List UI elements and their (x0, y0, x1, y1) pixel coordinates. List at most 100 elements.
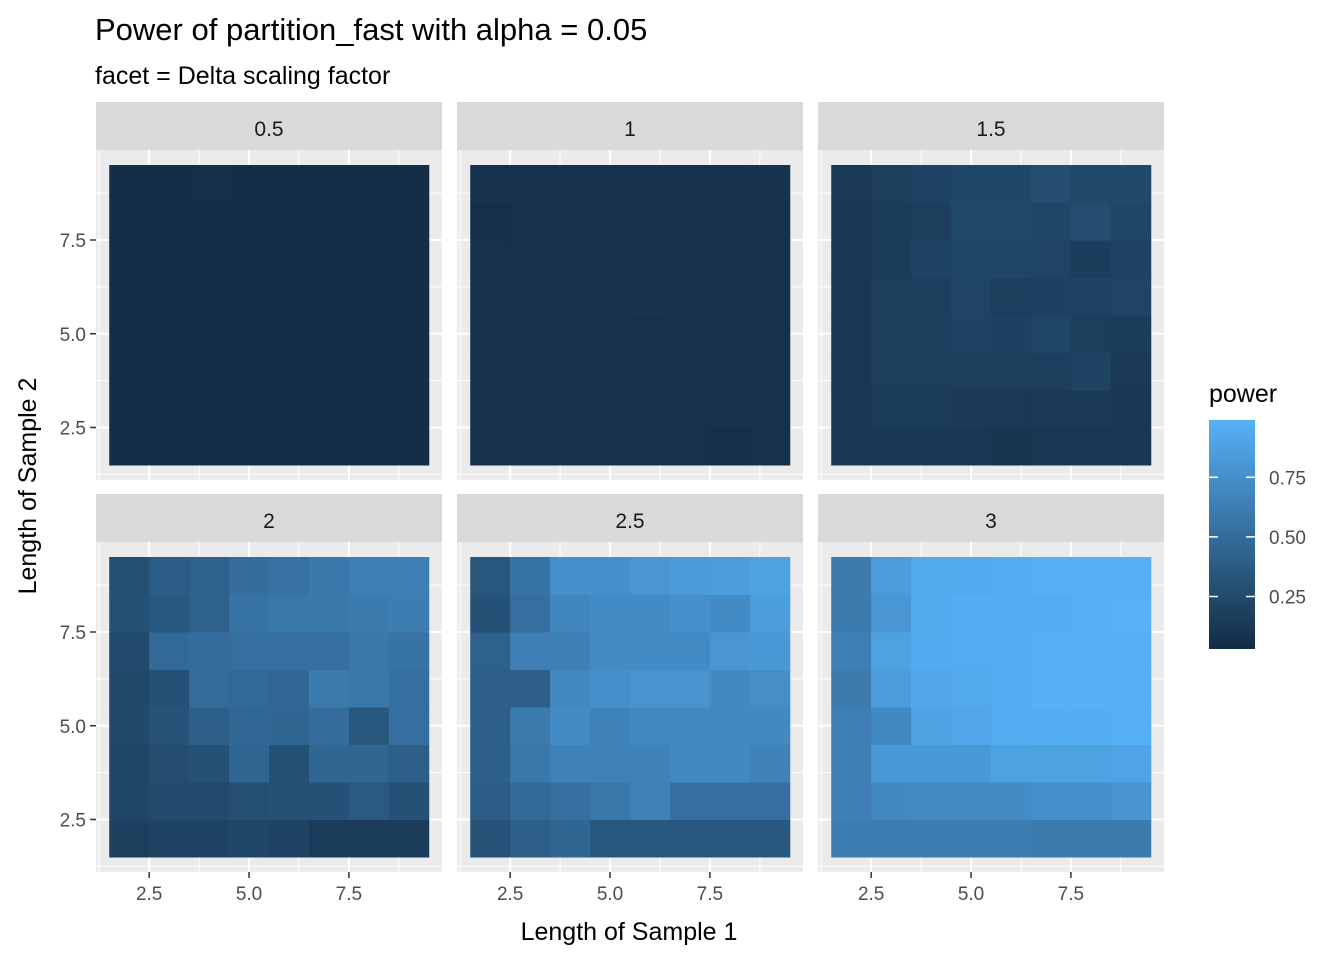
heatmap-tile (669, 744, 711, 783)
heatmap-tile (269, 594, 310, 633)
heatmap-tile (189, 707, 230, 745)
facet-panel: 1 (457, 102, 803, 480)
heatmap-tile (348, 427, 390, 466)
heatmap-tile (510, 165, 551, 203)
heatmap-tile (911, 277, 952, 316)
heatmap-tile (550, 744, 591, 783)
heatmap-tile (470, 744, 511, 783)
heatmap-tile (189, 557, 230, 595)
heatmap-tile (749, 240, 791, 278)
heatmap-tile (669, 669, 711, 708)
heatmap-tile (269, 165, 310, 203)
heatmap-tile (1070, 594, 1112, 633)
heatmap-tile (630, 557, 671, 595)
heatmap-tile (348, 669, 390, 708)
heatmap-tile (590, 390, 631, 428)
heatmap-tile (308, 165, 350, 203)
x-tick-label: 2.5 (497, 884, 523, 905)
heatmap-tile (871, 707, 912, 745)
heatmap-tile (1070, 390, 1112, 428)
heatmap-tile (749, 427, 791, 466)
heatmap-tile (991, 315, 1032, 353)
heatmap-tile (229, 390, 270, 428)
heatmap-tile (590, 594, 631, 633)
heatmap-tile (590, 202, 631, 241)
heatmap-tile (510, 352, 551, 391)
heatmap-tile (749, 707, 791, 745)
heatmap-tile (189, 352, 230, 391)
heatmap-tile (669, 240, 711, 278)
heatmap-tile (871, 819, 912, 858)
heatmap-tile (871, 744, 912, 783)
heatmap-tile (911, 315, 952, 353)
heatmap-tile (991, 632, 1032, 670)
heatmap-tile (189, 744, 230, 783)
heatmap-tile (709, 557, 751, 595)
heatmap-tile (951, 782, 992, 820)
facet-strip (818, 102, 1164, 150)
heatmap-tile (229, 352, 270, 391)
heatmap-tile (308, 669, 350, 708)
heatmap-tile (470, 315, 511, 353)
heatmap-tile (951, 277, 992, 316)
heatmap-tile (308, 594, 350, 633)
heatmap-tile (709, 277, 751, 316)
heatmap-tile (1030, 632, 1072, 670)
heatmap-tile (269, 352, 310, 391)
heatmap-tile (109, 352, 150, 391)
heatmap-tile (590, 707, 631, 745)
heatmap-tile (470, 390, 511, 428)
heatmap-tile (388, 632, 430, 670)
heatmap-tile (269, 557, 310, 595)
heatmap-tile (149, 557, 190, 595)
heatmap-tile (590, 352, 631, 391)
heatmap-tile (1110, 632, 1152, 670)
heatmap-tile (1110, 277, 1152, 316)
heatmap-tile (308, 352, 350, 391)
heatmap-tile (951, 352, 992, 391)
y-tick-label: 5.0 (60, 325, 86, 346)
heatmap-tile (149, 352, 190, 391)
heatmap-tile (1030, 240, 1072, 278)
heatmap-tile (308, 240, 350, 278)
legend-ticks: 0.25 0.50 0.75 (1209, 468, 1306, 609)
heatmap-tile (348, 240, 390, 278)
heatmap-tile (991, 744, 1032, 783)
heatmap-tile (1030, 352, 1072, 391)
heatmap-tile (709, 390, 751, 428)
heatmap-tile (388, 390, 430, 428)
heatmap-tile (630, 632, 671, 670)
facet-strip-label: 2.5 (615, 510, 644, 533)
heatmap-tile (269, 277, 310, 316)
heatmap-tile (388, 594, 430, 633)
heatmap-tile (669, 632, 711, 670)
heatmap-tile (991, 557, 1032, 595)
heatmap-tile (189, 165, 230, 203)
x-tick-label: 2.5 (136, 884, 162, 905)
heatmap-tile (590, 744, 631, 783)
heatmap-tile (590, 315, 631, 353)
heatmap-tile (229, 240, 270, 278)
heatmap-tile (1070, 352, 1112, 391)
heatmap-tile (871, 427, 912, 466)
heatmap-tile (1030, 782, 1072, 820)
heatmap-tile (109, 390, 150, 428)
heatmap-tile (911, 352, 952, 391)
y-tick-label: 5.0 (60, 717, 86, 738)
heatmap-tile (1110, 315, 1152, 353)
heatmap-tile (348, 315, 390, 353)
heatmap-tile (831, 557, 872, 595)
heatmap-tile (1030, 315, 1072, 353)
facet-strip-label: 1 (624, 118, 636, 141)
heatmap-tile (308, 390, 350, 428)
heatmap-tile (871, 165, 912, 203)
heatmap-tile (149, 315, 190, 353)
heatmap-tile (749, 202, 791, 241)
heatmap-tile (149, 744, 190, 783)
heatmap-tile (308, 202, 350, 241)
heatmap-tile (229, 669, 270, 708)
heatmap-tile (951, 240, 992, 278)
heatmap-tile (951, 427, 992, 466)
x-tick-label: 5.0 (597, 884, 623, 905)
